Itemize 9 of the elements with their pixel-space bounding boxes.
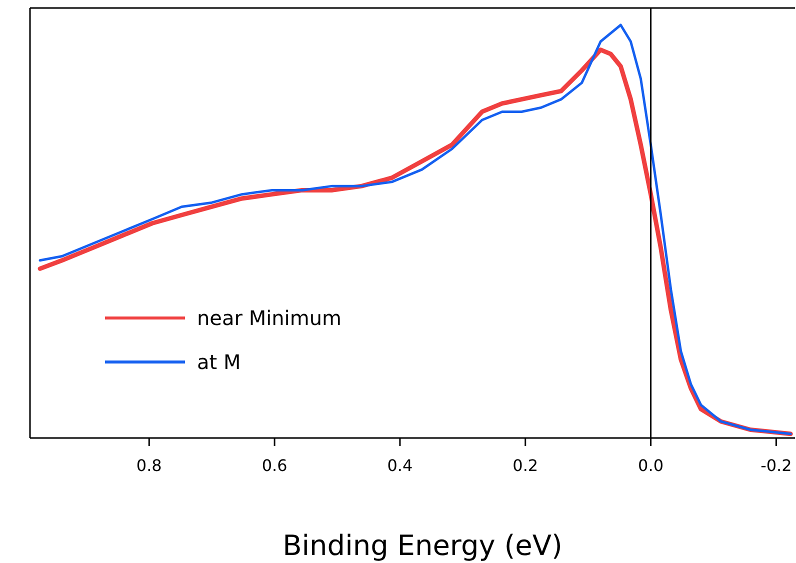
x-tick-label: -0.2 bbox=[760, 456, 792, 475]
x-tick-label: 0.2 bbox=[512, 456, 538, 475]
x-tick-label: 0.0 bbox=[638, 456, 664, 475]
x-tick-label: 0.4 bbox=[387, 456, 413, 475]
x-tick-label: 0.6 bbox=[262, 456, 288, 475]
x-tick-label: 0.8 bbox=[136, 456, 162, 475]
legend-label: at M bbox=[197, 350, 241, 374]
legend-label: near Minimum bbox=[197, 306, 342, 330]
x-axis-title: Binding Energy (eV) bbox=[282, 529, 562, 562]
